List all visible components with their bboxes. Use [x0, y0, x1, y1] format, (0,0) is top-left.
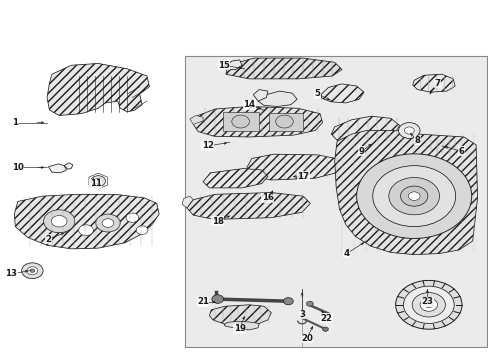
Circle shape	[27, 267, 38, 275]
Polygon shape	[330, 116, 399, 143]
Circle shape	[400, 186, 427, 206]
Text: 15: 15	[218, 61, 229, 70]
Circle shape	[403, 286, 453, 323]
Polygon shape	[427, 139, 457, 154]
Polygon shape	[246, 154, 341, 180]
Text: 8: 8	[414, 136, 420, 145]
Polygon shape	[321, 84, 363, 103]
Polygon shape	[182, 196, 193, 208]
Text: 7: 7	[433, 79, 439, 88]
Text: 4: 4	[343, 249, 349, 258]
Polygon shape	[48, 164, 66, 173]
Polygon shape	[222, 112, 259, 131]
Polygon shape	[209, 305, 271, 325]
Circle shape	[275, 115, 293, 128]
Text: 22: 22	[320, 314, 332, 323]
Text: 3: 3	[299, 310, 305, 319]
Circle shape	[21, 263, 43, 279]
Text: 10: 10	[12, 163, 23, 172]
Circle shape	[136, 226, 148, 234]
Text: 14: 14	[243, 100, 255, 109]
Circle shape	[51, 216, 67, 227]
Circle shape	[211, 295, 223, 303]
Circle shape	[356, 154, 471, 238]
Circle shape	[322, 327, 328, 331]
Circle shape	[96, 214, 120, 232]
Circle shape	[395, 280, 461, 329]
Circle shape	[102, 219, 114, 227]
Circle shape	[398, 123, 419, 138]
Polygon shape	[47, 63, 149, 116]
Polygon shape	[268, 113, 303, 131]
Polygon shape	[203, 168, 267, 188]
Text: 20: 20	[300, 334, 312, 343]
Text: 16: 16	[262, 193, 273, 202]
Polygon shape	[225, 58, 341, 79]
Text: 5: 5	[314, 89, 320, 98]
Text: 11: 11	[90, 179, 102, 188]
Circle shape	[404, 127, 413, 134]
Text: 13: 13	[5, 269, 18, 278]
Text: 21: 21	[197, 297, 209, 306]
Text: 18: 18	[211, 217, 223, 226]
Polygon shape	[64, 163, 73, 169]
Polygon shape	[253, 90, 267, 101]
Text: 2: 2	[45, 235, 51, 244]
Circle shape	[231, 115, 249, 128]
Polygon shape	[189, 116, 203, 125]
Text: 19: 19	[233, 324, 245, 333]
Circle shape	[306, 301, 313, 306]
Circle shape	[30, 269, 35, 273]
Text: 12: 12	[202, 141, 213, 150]
Bar	[184, 56, 487, 347]
Polygon shape	[186, 193, 310, 220]
Circle shape	[43, 210, 75, 233]
Circle shape	[419, 298, 437, 311]
Polygon shape	[258, 91, 297, 107]
Circle shape	[372, 166, 455, 226]
Circle shape	[79, 225, 93, 235]
Circle shape	[407, 192, 419, 201]
Polygon shape	[412, 74, 454, 92]
Text: 6: 6	[458, 147, 464, 156]
Circle shape	[424, 302, 432, 308]
Circle shape	[91, 176, 105, 186]
Circle shape	[95, 179, 102, 184]
Text: 1: 1	[12, 118, 18, 127]
Circle shape	[126, 213, 139, 222]
Polygon shape	[334, 131, 477, 255]
Polygon shape	[14, 194, 159, 249]
Text: 9: 9	[358, 147, 364, 156]
Text: 23: 23	[421, 297, 432, 306]
Polygon shape	[225, 60, 242, 69]
Circle shape	[388, 177, 439, 215]
Circle shape	[411, 293, 445, 317]
Polygon shape	[224, 321, 259, 330]
Polygon shape	[193, 107, 322, 137]
Text: 17: 17	[296, 172, 308, 181]
Circle shape	[283, 298, 293, 305]
